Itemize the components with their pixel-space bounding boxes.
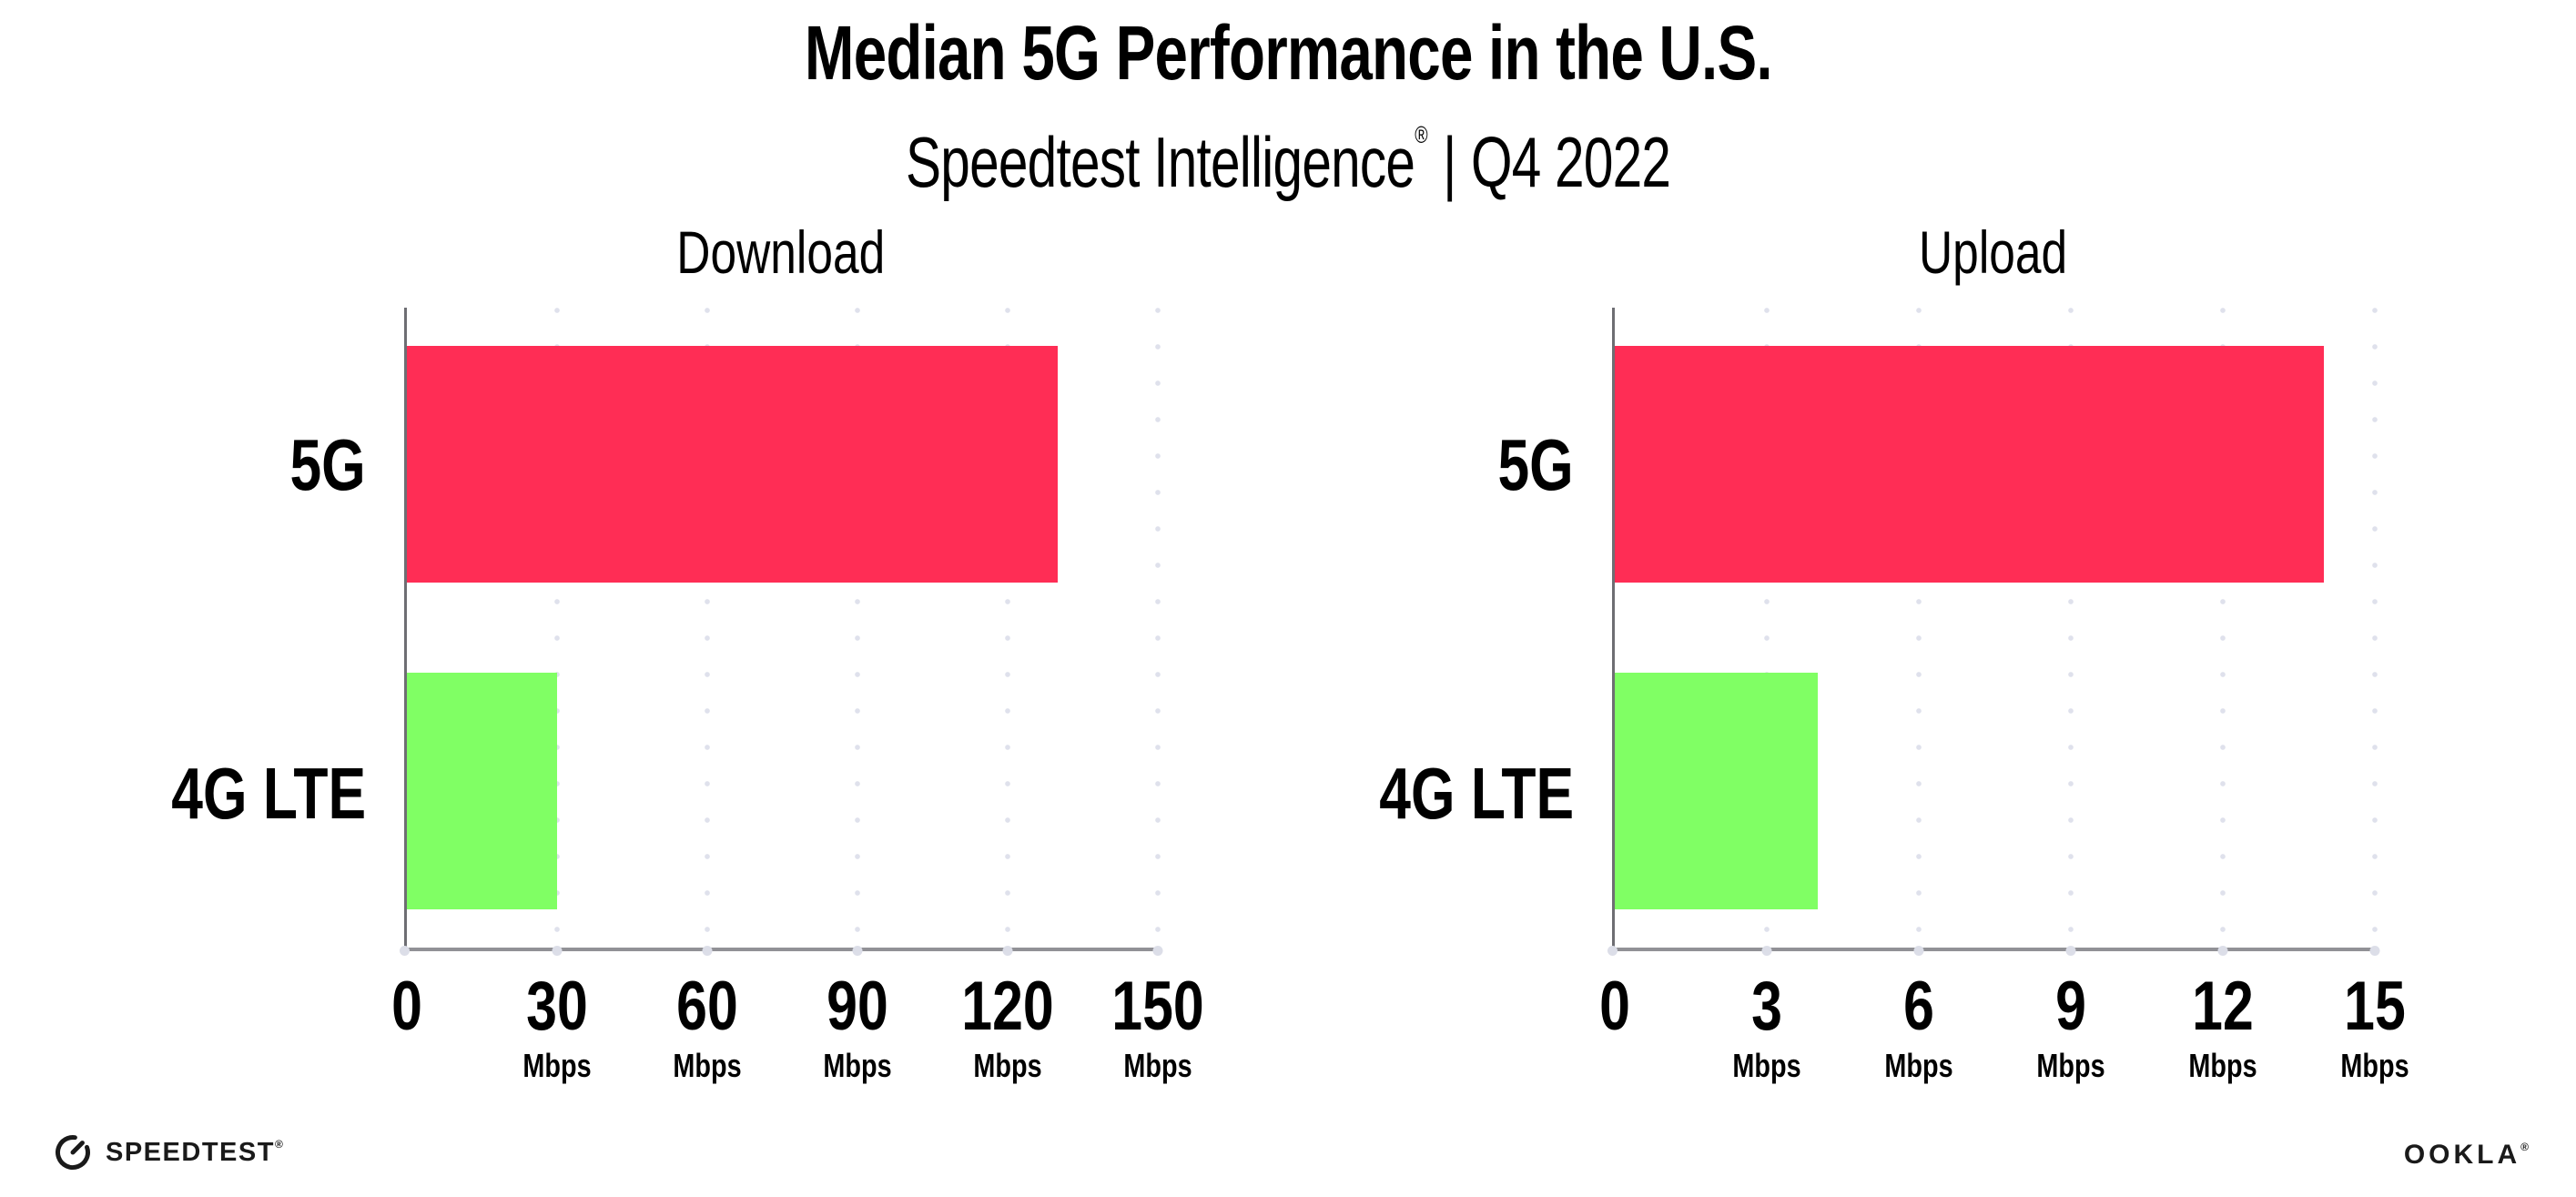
speedtest-logo: SPEEDTEST® — [53, 1132, 283, 1172]
bar-5g-download — [407, 346, 1058, 583]
bar-4g-lte-upload — [1615, 672, 1818, 909]
page-subtitle: Speedtest Intelligence® | Q4 2022 — [0, 95, 2576, 202]
download-category-label-5g: 5G — [289, 424, 366, 505]
registered-mark: ® — [274, 1137, 283, 1151]
gridline-120-mbps — [1005, 308, 1010, 948]
upload-category-label-5g: 5G — [1497, 424, 1574, 505]
ookla-wordmark: OOKLA — [2403, 1140, 2521, 1170]
x-tick-120: 120 Mbps — [961, 968, 1054, 1085]
download-x-axis: 0 30 Mbps 60 Mbps 90 Mbps 120 Mbps 150 M… — [391, 968, 1204, 1116]
subtitle-separator: | — [1442, 122, 1456, 202]
x-tick-9: 9 Mbps — [2036, 968, 2105, 1085]
gridline-9-mbps — [2068, 308, 2074, 948]
x-tick-60: 60 Mbps — [673, 968, 742, 1085]
upload-plot-area — [1607, 308, 2378, 956]
x-tick-150: 150 Mbps — [1111, 968, 1204, 1085]
gridline-60-mbps — [705, 308, 710, 948]
x-tick-15: 15 Mbps — [2340, 968, 2409, 1085]
x-tick-6: 6 Mbps — [1884, 968, 1953, 1085]
speedtest-gauge-icon — [53, 1132, 93, 1172]
gridline-3-mbps — [1764, 308, 1770, 948]
gridline-90-mbps — [855, 308, 860, 948]
gridline-150-mbps — [1155, 308, 1161, 948]
upload-chart-title: Upload — [1919, 218, 2068, 286]
download-plot-area — [400, 308, 1161, 956]
bar-4g-lte-download — [407, 672, 557, 909]
speedtest-wordmark: SPEEDTEST — [106, 1137, 275, 1167]
bar-5g-upload — [1615, 346, 2325, 583]
download-chart-title: Download — [676, 218, 886, 286]
download-category-label-4g-lte: 4G LTE — [171, 753, 366, 834]
x-tick-0: 0 — [391, 968, 422, 1045]
subtitle-period: Q4 2022 — [1470, 122, 1671, 202]
subtitle-brand: Speedtest Intelligence — [905, 122, 1415, 202]
upload-category-label-4g-lte: 4G LTE — [1379, 753, 1574, 834]
ookla-logo: OOKLA® — [2404, 1140, 2529, 1171]
x-tick-30: 30 Mbps — [522, 968, 592, 1085]
gridline-30-mbps — [554, 308, 560, 948]
gridline-6-mbps — [1916, 308, 1922, 948]
upload-x-axis: 0 3 Mbps 6 Mbps 9 Mbps 12 Mbps 15 Mbps — [1599, 968, 2409, 1116]
x-tick-3: 3 Mbps — [1732, 968, 1801, 1085]
gridline-12-mbps — [2220, 308, 2226, 948]
registered-mark: ® — [1415, 121, 1428, 148]
x-tick-90: 90 Mbps — [823, 968, 892, 1085]
x-tick-12: 12 Mbps — [2188, 968, 2257, 1085]
x-tick-0: 0 — [1599, 968, 1630, 1045]
registered-mark: ® — [2520, 1141, 2529, 1153]
gridline-15-mbps — [2372, 308, 2378, 948]
page-title: Median 5G Performance in the U.S. — [804, 10, 1773, 96]
